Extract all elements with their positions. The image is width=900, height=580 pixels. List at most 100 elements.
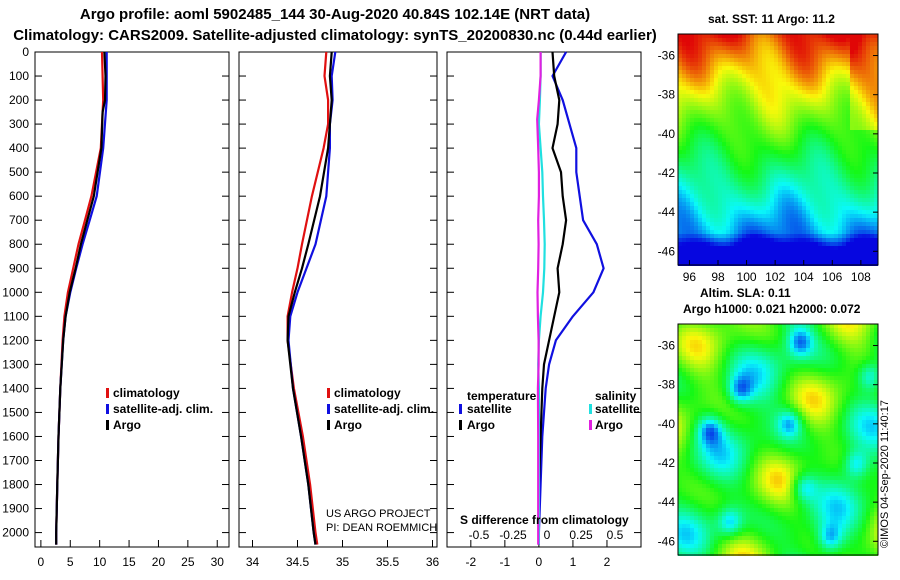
map-cell xyxy=(710,420,714,424)
map-cell xyxy=(850,460,854,464)
map-cell xyxy=(810,202,814,206)
map-cell xyxy=(782,428,786,432)
map-cell xyxy=(690,412,694,416)
map-cell xyxy=(778,190,782,194)
map-cell xyxy=(686,206,690,210)
map-cell xyxy=(850,210,854,214)
map-cell xyxy=(762,138,766,142)
map-cell xyxy=(870,404,874,408)
map-cell xyxy=(814,368,818,372)
map-cell xyxy=(786,392,790,396)
map-cell xyxy=(682,328,686,332)
map-cell xyxy=(706,130,710,134)
map-cell xyxy=(714,328,718,332)
map-cell xyxy=(722,344,726,348)
map-cell xyxy=(722,464,726,468)
map-cell xyxy=(686,376,690,380)
map-cell xyxy=(858,190,862,194)
map-cell xyxy=(830,166,834,170)
legend-swatch xyxy=(327,420,330,430)
map-cell xyxy=(806,468,810,472)
map-cell xyxy=(834,424,838,428)
map-cell xyxy=(722,42,726,46)
map-cell xyxy=(806,158,810,162)
map-cell xyxy=(778,34,782,38)
map-cell xyxy=(738,150,742,154)
map-cell xyxy=(798,452,802,456)
map-cell xyxy=(798,392,802,396)
map-cell xyxy=(734,34,738,38)
map-cell xyxy=(806,82,810,86)
map-cell xyxy=(750,106,754,110)
map-cell xyxy=(854,34,858,38)
map-cell xyxy=(714,332,718,336)
map-cell xyxy=(758,98,762,102)
map-cell xyxy=(866,460,870,464)
map-cell xyxy=(818,464,822,468)
map-cell xyxy=(722,254,726,258)
map-cell xyxy=(750,364,754,368)
map-cell xyxy=(750,138,754,142)
map-cell xyxy=(762,50,766,54)
map-cell xyxy=(694,142,698,146)
map-cell xyxy=(782,118,786,122)
map-cell xyxy=(742,448,746,452)
map-cell xyxy=(746,122,750,126)
map-cell xyxy=(710,380,714,384)
map-cell xyxy=(714,210,718,214)
map-cell xyxy=(866,464,870,468)
map-cell xyxy=(730,54,734,58)
map-cell xyxy=(870,154,874,158)
map-cell xyxy=(858,98,862,102)
map-cell xyxy=(822,324,826,328)
map-cell xyxy=(806,162,810,166)
map-cell xyxy=(854,234,858,238)
map-cell xyxy=(690,62,694,66)
map-cell xyxy=(698,142,702,146)
map-cell xyxy=(810,364,814,368)
map-cell xyxy=(774,468,778,472)
map-cell xyxy=(838,182,842,186)
map-cell xyxy=(826,106,830,110)
map-cell xyxy=(794,54,798,58)
map-cell xyxy=(758,448,762,452)
map-cell xyxy=(870,444,874,448)
map-cell xyxy=(770,340,774,344)
map-cell xyxy=(726,70,730,74)
map-cell xyxy=(810,400,814,404)
map-cell xyxy=(762,416,766,420)
map-cell xyxy=(774,424,778,428)
map-cell xyxy=(822,368,826,372)
map-cell xyxy=(838,142,842,146)
map-cell xyxy=(790,222,794,226)
map-cell xyxy=(738,142,742,146)
map-cell xyxy=(814,58,818,62)
map-cell xyxy=(722,230,726,234)
map-cell xyxy=(834,70,838,74)
map-cell xyxy=(822,50,826,54)
map-cell xyxy=(690,42,694,46)
map-cell xyxy=(742,336,746,340)
map-cell xyxy=(686,114,690,118)
map-cell xyxy=(774,138,778,142)
map-cell xyxy=(734,86,738,90)
map-cell xyxy=(754,348,758,352)
map-cell xyxy=(862,364,866,368)
map-cell xyxy=(858,262,862,266)
map-cell xyxy=(762,258,766,262)
map-cell xyxy=(866,376,870,380)
map-cell xyxy=(710,130,714,134)
map-cell xyxy=(742,98,746,102)
map-cell xyxy=(770,440,774,444)
map-cell xyxy=(774,186,778,190)
map-cell xyxy=(782,384,786,388)
map-cell xyxy=(850,250,854,254)
map-cell xyxy=(766,364,770,368)
map-cell xyxy=(702,110,706,114)
map-cell xyxy=(826,194,830,198)
map-cell xyxy=(846,230,850,234)
map-cell xyxy=(806,114,810,118)
map-cell xyxy=(810,90,814,94)
series-line-temperature-satellite xyxy=(537,51,605,545)
map-cell xyxy=(730,344,734,348)
